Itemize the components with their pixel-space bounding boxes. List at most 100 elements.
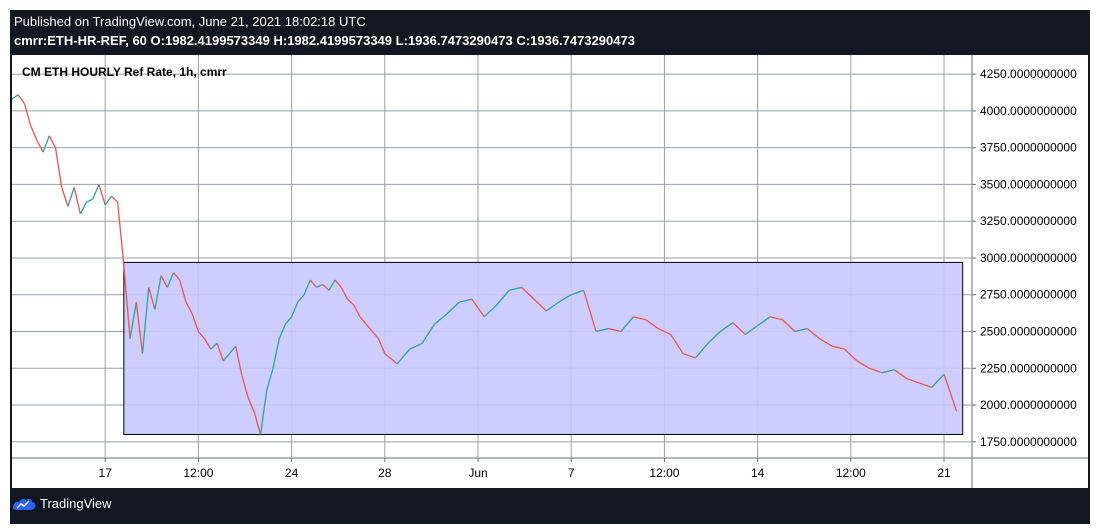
ohlc-high: 1982.4199573349 xyxy=(287,33,393,48)
series-0-segment-73 xyxy=(533,298,547,312)
ohlc-low: 1936.7473290473 xyxy=(407,33,513,48)
series-0-segment-20 xyxy=(129,301,137,339)
y-tick-label-6: 2750.0000000000 xyxy=(980,288,1077,302)
series-0-segment-105 xyxy=(931,373,945,388)
series-0-segment-1 xyxy=(11,94,19,100)
series-0-segment-6 xyxy=(42,135,50,153)
time-axis-area xyxy=(12,458,1088,488)
x-tick-label-3: 28 xyxy=(378,466,392,480)
series-0-segment-99 xyxy=(856,360,870,369)
series-0-segment-47 xyxy=(297,294,305,303)
series-0-segment-10 xyxy=(67,187,75,207)
series-0-segment-84 xyxy=(670,334,684,354)
ohlc-high-label: H: xyxy=(273,33,288,48)
series-0-segment-41 xyxy=(259,390,268,435)
series-0-segment-64 xyxy=(421,323,436,344)
published-line: Published on TradingView.com, June 21, 2… xyxy=(14,14,366,29)
series-0-segment-14 xyxy=(92,184,100,200)
series-0-segment-72 xyxy=(521,286,535,300)
series-0-segment-86 xyxy=(694,342,709,359)
series-0-segment-26 xyxy=(166,272,175,288)
series-0-segment-38 xyxy=(241,375,249,398)
series-0-segment-74 xyxy=(545,301,560,312)
series-0-segment-24 xyxy=(154,275,162,310)
series-0-segment-52 xyxy=(328,279,336,291)
series-0-segment-95 xyxy=(806,328,821,340)
series-0-segment-103 xyxy=(906,377,920,384)
series-0-segment-94 xyxy=(794,327,808,333)
tradingview-brand-text: TradingView xyxy=(40,496,112,511)
series-0-segment-51 xyxy=(322,283,330,291)
series-0-segment-106 xyxy=(943,373,958,412)
series-0-segment-54 xyxy=(340,287,349,300)
x-tick-label-7: 14 xyxy=(751,466,765,480)
series-0-segment-39 xyxy=(247,397,255,413)
series-0-segment-48 xyxy=(303,279,311,295)
y-tick-label-3: 3500.0000000000 xyxy=(980,177,1077,191)
series-0-segment-56 xyxy=(353,304,361,318)
series-0-segment-67 xyxy=(459,298,472,303)
tradingview-brand[interactable]: TradingView xyxy=(12,496,112,511)
series-0-segment-101 xyxy=(881,369,895,374)
series-0-segment-66 xyxy=(446,301,460,315)
series-0-segment-28 xyxy=(179,279,187,303)
series-0-segment-4 xyxy=(30,125,38,141)
series-0-segment-90 xyxy=(744,325,759,335)
series-0-segment-102 xyxy=(893,369,908,380)
series-0-segment-93 xyxy=(782,319,796,332)
price-axis[interactable]: 4250.0000000000 4000.0000000000 3750.00000… xyxy=(972,67,1077,449)
series-0-segment-97 xyxy=(832,345,845,350)
series-0-segment-7 xyxy=(48,135,57,148)
x-tick-label-9: 21 xyxy=(937,466,951,480)
series-0-segment-69 xyxy=(483,304,498,318)
series-0-segment-34 xyxy=(216,343,224,362)
x-tick-label-0: 17 xyxy=(99,466,113,480)
series-0-segment-46 xyxy=(291,301,299,318)
series-0-segment-61 xyxy=(384,353,398,365)
series-0-segment-11 xyxy=(73,187,81,214)
series-0-segment-33 xyxy=(210,342,218,350)
series-0-segment-16 xyxy=(104,195,112,206)
ohlc-symbol: cmrr:ETH-HR-REF, 60 xyxy=(14,33,147,48)
series-0-segment-19 xyxy=(123,265,131,339)
ohlc-close: 1936.7473290473 xyxy=(530,33,635,48)
series-0-segment-87 xyxy=(707,331,721,344)
series-0-segment-60 xyxy=(378,338,386,354)
series-0-segment-45 xyxy=(284,316,293,325)
series-0-segment-76 xyxy=(571,289,584,296)
chart-title: CM ETH HOURLY Ref Rate, 1h, cmrr xyxy=(22,65,227,79)
x-tick-label-5: 7 xyxy=(568,466,575,480)
y-tick-label-4: 3250.0000000000 xyxy=(980,214,1077,228)
series-0-segment-100 xyxy=(869,367,883,374)
series-0-segment-31 xyxy=(197,331,206,340)
series-0-segment-35 xyxy=(222,353,230,362)
series-0-segment-71 xyxy=(508,286,522,291)
range-box[interactable] xyxy=(123,261,964,435)
series-0-segment-9 xyxy=(61,187,69,207)
time-axis[interactable]: 17 12:00 24 28 Jun 7 12:00 14 12:00 21 xyxy=(99,458,952,480)
series-0-segment-50 xyxy=(316,283,323,288)
series-0-segment-62 xyxy=(396,348,411,365)
series-0-segment-2 xyxy=(17,94,25,104)
series-0-segment-27 xyxy=(173,272,181,281)
series-0-segment-59 xyxy=(371,331,380,340)
series-0-segment-43 xyxy=(272,338,280,369)
series-0-segment-37 xyxy=(235,346,243,376)
series-0-segment-82 xyxy=(645,319,659,330)
series-0-segment-23 xyxy=(148,287,156,310)
series-0-segment-5 xyxy=(36,140,44,153)
ohlc-low-label: L: xyxy=(395,33,408,48)
series-0-segment-78 xyxy=(595,327,609,333)
series-0-segment-49 xyxy=(309,279,317,288)
series-0-segment-8 xyxy=(54,147,63,188)
series-0-segment-91 xyxy=(757,316,771,327)
series-0-segment-58 xyxy=(365,323,373,332)
x-tick-label-4: Jun xyxy=(468,466,487,480)
ohlc-open-label: O: xyxy=(150,33,165,48)
series-0-segment-22 xyxy=(141,287,150,354)
series-0-segment-85 xyxy=(682,352,696,359)
y-tick-label-2: 3750.0000000000 xyxy=(980,141,1077,155)
series-0-segment-79 xyxy=(608,327,622,333)
series-0-segment-25 xyxy=(160,275,168,288)
